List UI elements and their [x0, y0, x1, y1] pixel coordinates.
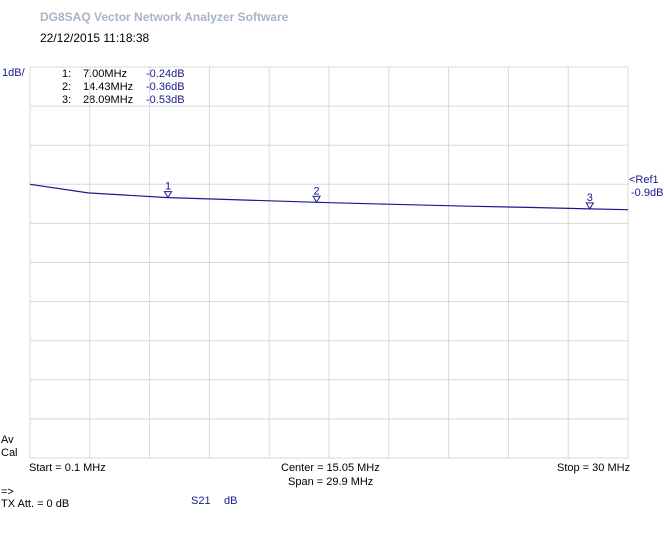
averaging-indicator: Av [1, 434, 14, 446]
marker-readout-2: 2: 14.43MHz -0.36dB [62, 81, 185, 93]
arrow-indicator: => [1, 486, 14, 498]
marker-freq: 7.00MHz [83, 68, 128, 80]
calibration-indicator: Cal [1, 447, 18, 459]
stop-frequency-label: Stop = 30 MHz [557, 462, 631, 474]
marker-freq: 14.43MHz [83, 81, 134, 93]
trace-unit-label: dB [224, 495, 238, 507]
marker-label-3: 3 [587, 192, 593, 204]
marker-readout-3: 3: 28.09MHz -0.53dB [62, 94, 185, 106]
marker-triangle-2 [312, 195, 321, 204]
trace-line-s21 [29, 183, 629, 211]
marker-label-2: 2 [314, 185, 320, 197]
marker-value: -0.36dB [146, 81, 185, 93]
marker-value: -0.53dB [146, 94, 185, 106]
y-axis-scale-label: 1dB/ [2, 67, 25, 79]
marker-num: 2: [62, 81, 72, 93]
start-frequency-label: Start = 0.1 MHz [29, 462, 106, 474]
marker-triangle-1 [163, 191, 173, 199]
tx-attenuation: TX Att. = 0 dB [1, 498, 70, 510]
trace-id-label: S21 [191, 495, 211, 507]
app-title: DG8SAQ Vector Network Analyzer Software [40, 10, 289, 24]
marker-num: 3: [62, 94, 72, 106]
reference-value: -0.9dB [631, 187, 664, 199]
marker-label-1: 1 [165, 181, 171, 193]
marker-readout-1: 1: 7.00MHz -0.24dB [62, 68, 185, 80]
marker-triangle-3 [585, 202, 595, 210]
marker-freq: 28.09MHz [83, 94, 134, 106]
marker-value: -0.24dB [146, 68, 185, 80]
reference-label: <Ref1 [629, 174, 659, 186]
date-time: 22/12/2015 11:18:38 [40, 31, 150, 45]
center-frequency-label: Center = 15.05 MHz [281, 462, 380, 474]
span-label: Span = 29.9 MHz [288, 476, 374, 488]
marker-num: 1: [62, 68, 72, 80]
